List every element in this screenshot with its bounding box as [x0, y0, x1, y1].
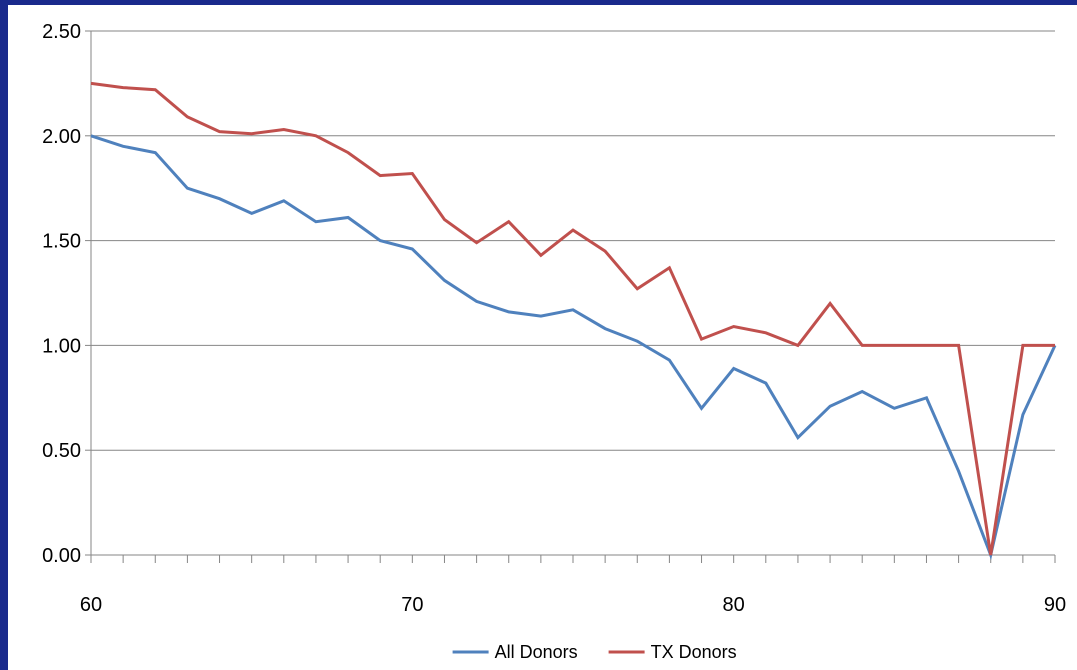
y-tick-label: 2.50 [42, 21, 81, 43]
x-tick-label: 70 [401, 594, 423, 616]
legend-label: TX Donors [651, 642, 737, 662]
y-tick-label: 2.00 [42, 126, 81, 148]
legend: All Donors TX Donors [452, 642, 737, 662]
series-lines [90, 81, 1057, 561]
y-tick-label: 1.00 [42, 335, 81, 357]
chart-area: 0.00 0.50 1.00 1.50 2.00 2.50 60 70 80 90 All Don… [8, 5, 1077, 670]
y-tick-label: 0.50 [42, 440, 81, 462]
series-line-all-donors [90, 134, 1057, 561]
y-tick-label: 1.50 [42, 231, 81, 253]
x-tick-label: 80 [723, 594, 745, 616]
axes [85, 30, 1056, 563]
x-tick-label: 60 [80, 594, 102, 616]
line-chart: 0.00 0.50 1.00 1.50 2.00 2.50 60 70 80 90 All Don… [42, 21, 1066, 662]
y-tick-label: 0.00 [42, 545, 81, 567]
tick-labels: 0.00 0.50 1.00 1.50 2.00 2.50 60 70 80 90 [42, 21, 1066, 616]
legend-label: All Donors [495, 642, 578, 662]
grid-lines [91, 30, 1055, 451]
series-line-tx-donors [90, 81, 1055, 556]
x-tick-label: 90 [1044, 594, 1066, 616]
